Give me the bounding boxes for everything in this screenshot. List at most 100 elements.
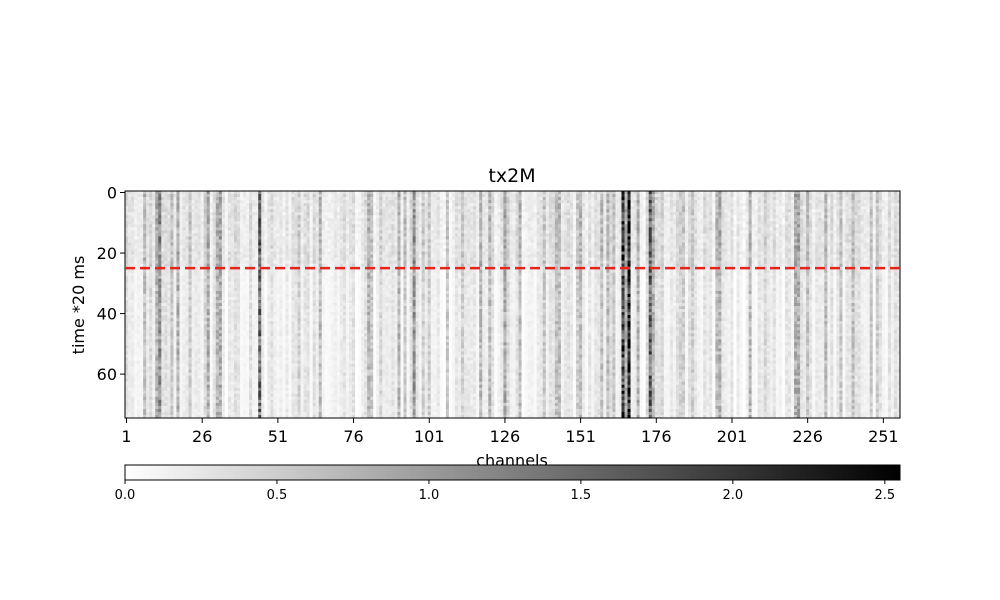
- heatmap-cell: [261, 309, 265, 313]
- heatmap-cell: [188, 354, 192, 358]
- heatmap-cell: [131, 345, 135, 349]
- heatmap-cell: [182, 299, 186, 304]
- heatmap-cell: [237, 393, 241, 398]
- heatmap-cell: [306, 312, 311, 316]
- heatmap-cell: [246, 275, 250, 280]
- heatmap-cell: [188, 381, 192, 386]
- heatmap-cell: [273, 233, 277, 237]
- heatmap-cell: [185, 369, 189, 373]
- heatmap-cell: [215, 290, 220, 295]
- heatmap-cell: [179, 399, 183, 404]
- heatmap-cell: [128, 345, 132, 349]
- heatmap-cell: [312, 408, 317, 413]
- heatmap-cell: [221, 302, 226, 307]
- heatmap-cell: [140, 245, 144, 249]
- heatmap-cell: [240, 251, 244, 255]
- heatmap-cell: [243, 309, 247, 313]
- heatmap-cell: [191, 366, 196, 370]
- heatmap-cell: [233, 315, 238, 319]
- heatmap-cell: [227, 212, 232, 216]
- heatmap-cell: [218, 290, 223, 295]
- heatmap-cell: [152, 278, 156, 283]
- heatmap-cell: [149, 296, 153, 301]
- heatmap-cell: [173, 366, 177, 370]
- heatmap-cell: [200, 278, 205, 283]
- heatmap-cell: [321, 309, 326, 313]
- heatmap-cell: [288, 345, 292, 349]
- heatmap-cell: [279, 381, 283, 386]
- heatmap-cell: [134, 260, 138, 265]
- heatmap-cell: [146, 315, 150, 319]
- heatmap-cell: [158, 212, 162, 216]
- heatmap-cell: [291, 309, 295, 313]
- heatmap-cell: [306, 257, 311, 262]
- heatmap-cell: [143, 360, 147, 364]
- heatmap-cell: [152, 312, 156, 316]
- heatmap-cell: [212, 254, 217, 258]
- heatmap-cell: [176, 218, 180, 222]
- heatmap-cell: [155, 239, 159, 243]
- heatmap-cell: [197, 366, 202, 370]
- heatmap-cell: [252, 272, 256, 277]
- heatmap-cell: [270, 351, 274, 355]
- heatmap-cell: [152, 197, 156, 201]
- heatmap-cell: [152, 306, 156, 310]
- heatmap-cell: [318, 200, 323, 204]
- heatmap-cell: [164, 402, 168, 407]
- heatmap-cell: [315, 257, 320, 262]
- heatmap-cell: [197, 402, 202, 407]
- heatmap-cell: [182, 227, 186, 231]
- heatmap-cell: [321, 396, 326, 401]
- heatmap-cell: [309, 333, 314, 337]
- heatmap-cell: [303, 315, 308, 319]
- heatmap-cell: [215, 354, 220, 358]
- heatmap-cell: [140, 209, 144, 213]
- heatmap-cell: [182, 239, 186, 243]
- heatmap-cell: [303, 375, 308, 380]
- heatmap-cell: [197, 390, 202, 395]
- heatmap-cell: [215, 309, 220, 313]
- heatmap-cell: [167, 275, 171, 280]
- heatmap-cell: [221, 284, 226, 289]
- heatmap-cell: [215, 408, 220, 413]
- heatmap-cell: [158, 197, 162, 201]
- heatmap-cell: [279, 309, 283, 313]
- heatmap-cell: [270, 212, 274, 216]
- heatmap-cell: [152, 299, 156, 304]
- heatmap-cell: [315, 402, 320, 407]
- heatmap-cell: [203, 224, 208, 228]
- heatmap-cell: [185, 390, 189, 395]
- heatmap-cell: [300, 212, 305, 216]
- heatmap-cell: [140, 254, 144, 258]
- heatmap-cell: [285, 339, 289, 343]
- heatmap-cell: [291, 333, 295, 337]
- heatmap-cell: [170, 396, 174, 401]
- heatmap-cell: [249, 321, 253, 325]
- heatmap-cell: [170, 318, 174, 322]
- heatmap-cell: [218, 405, 223, 410]
- heatmap-cell: [324, 272, 329, 277]
- heatmap-cell: [246, 393, 250, 398]
- heatmap-cell: [282, 387, 286, 392]
- heatmap-cell: [209, 330, 214, 334]
- heatmap-cell: [306, 372, 311, 377]
- heatmap-cell: [321, 287, 326, 292]
- heatmap-cell: [134, 309, 138, 313]
- heatmap-cell: [149, 378, 153, 383]
- heatmap-cell: [155, 248, 159, 252]
- heatmap-cell: [128, 194, 132, 198]
- heatmap-cell: [188, 197, 192, 201]
- heatmap-cell: [306, 263, 311, 268]
- heatmap-cell: [191, 393, 196, 398]
- heatmap-cell: [161, 357, 165, 361]
- heatmap-cell: [288, 336, 292, 340]
- heatmap-cell: [164, 342, 168, 346]
- heatmap-cell: [227, 396, 232, 401]
- heatmap-cell: [206, 312, 211, 316]
- heatmap-cell: [291, 306, 295, 310]
- heatmap-cell: [258, 333, 262, 337]
- heatmap-cell: [170, 399, 174, 404]
- heatmap-cell: [233, 366, 238, 370]
- heatmap-cell: [155, 372, 159, 377]
- heatmap-cell: [312, 263, 317, 268]
